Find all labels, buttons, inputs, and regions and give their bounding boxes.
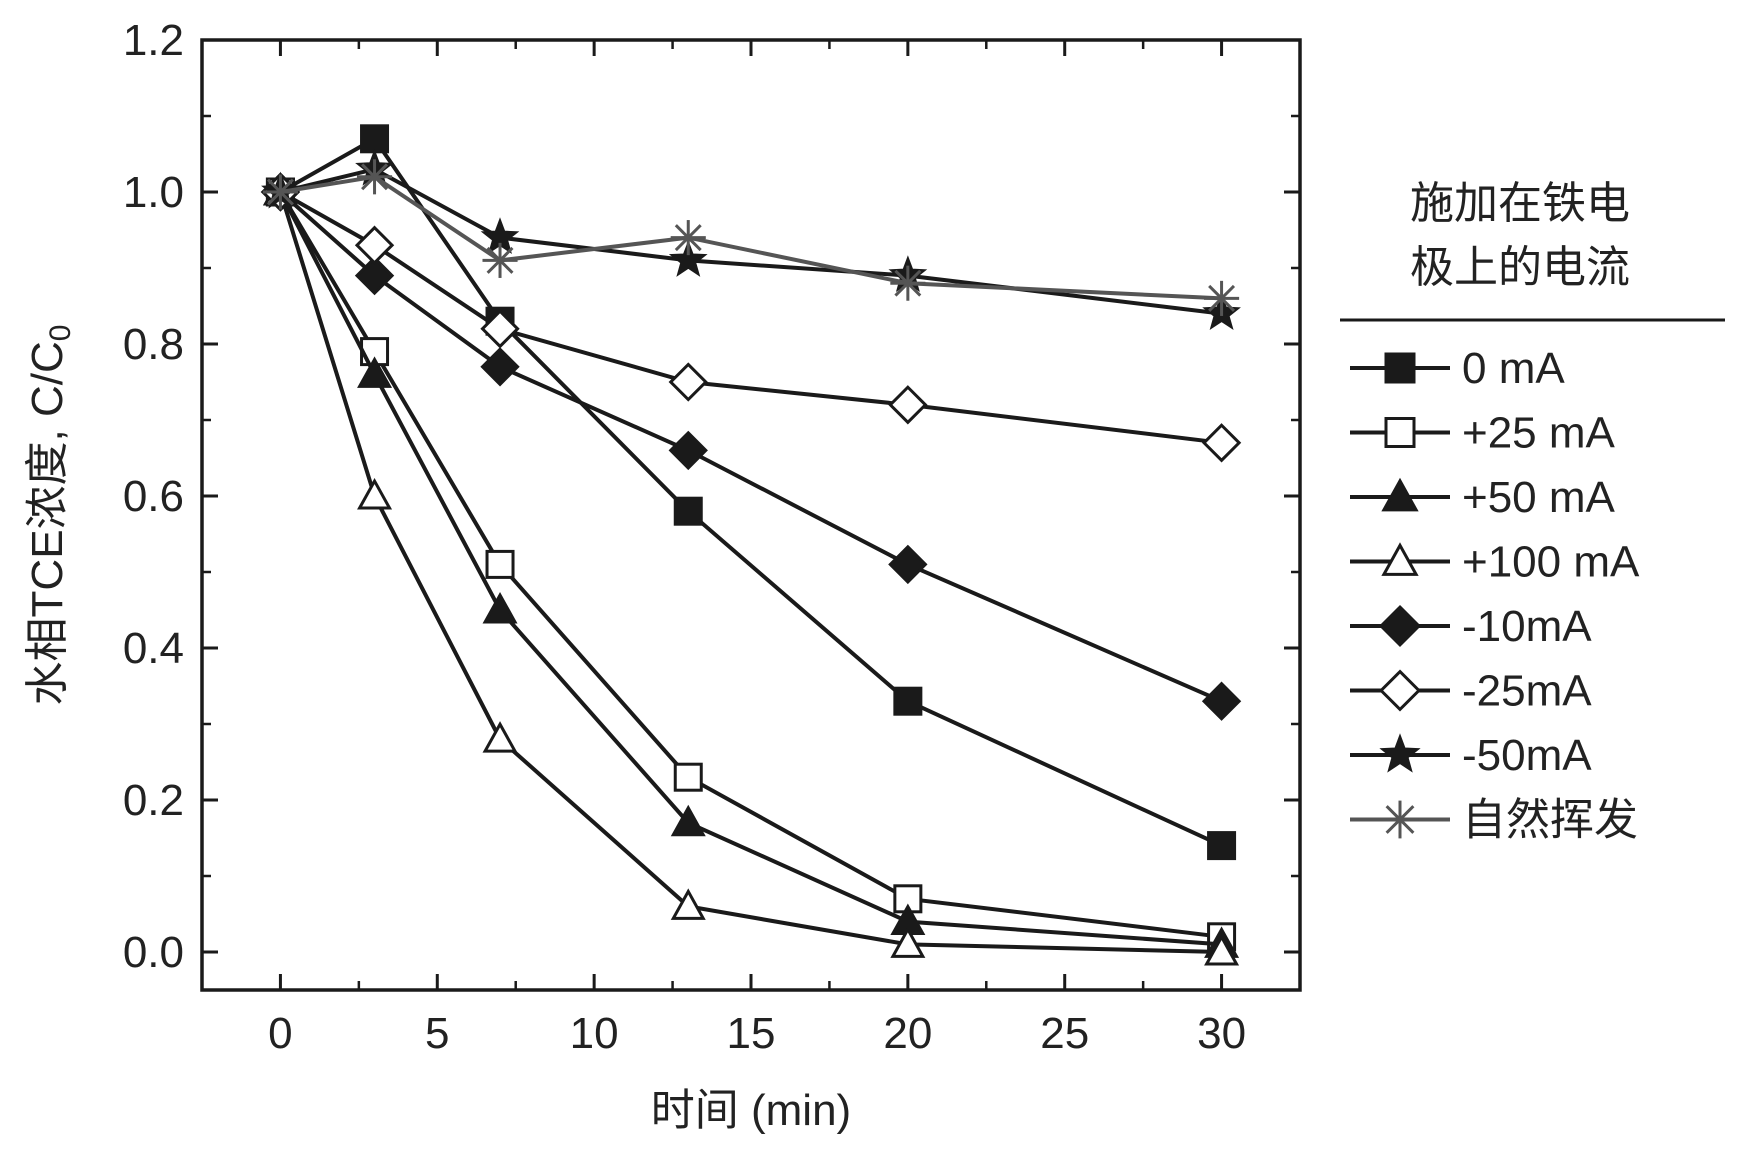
y-tick-label: 0.8	[123, 320, 184, 369]
x-tick-label: 0	[268, 1009, 292, 1058]
series-4	[263, 174, 1239, 718]
legend-item: 0 mA	[1350, 344, 1565, 393]
x-tick-label: 25	[1040, 1009, 1089, 1058]
series-line	[280, 192, 1221, 443]
series-3	[265, 177, 1236, 964]
series-5	[263, 174, 1239, 460]
data-point	[675, 498, 701, 524]
legend-label: -10mA	[1462, 602, 1592, 651]
data-point	[1209, 833, 1235, 859]
y-axis-title-subscript: 0	[44, 325, 77, 342]
data-point	[675, 764, 701, 790]
legend-label: +50 mA	[1462, 473, 1616, 522]
data-point	[671, 364, 706, 399]
data-point	[263, 174, 298, 209]
series-0	[267, 126, 1234, 859]
legend-items: 0 mA +25 mA +50 mA +100 mA -10mA -25mA -50mA 自然…	[1350, 344, 1640, 845]
x-tick-label: 30	[1197, 1009, 1246, 1058]
y-tick-label: 0.6	[123, 472, 184, 521]
legend: 施加在铁电 极上的电流 0 mA +25 mA +50 mA +100 mA -10mA…	[1340, 179, 1725, 845]
data-point	[362, 126, 388, 152]
legend-item: -10mA	[1350, 602, 1592, 651]
legend-marker	[1381, 801, 1419, 839]
legend-title-line-1: 施加在铁电	[1410, 179, 1630, 228]
data-point	[482, 243, 517, 278]
series-line	[280, 192, 1221, 952]
data-point	[671, 433, 706, 468]
data-point	[485, 595, 515, 622]
data-point	[671, 220, 706, 255]
legend-label: +100 mA	[1462, 538, 1640, 587]
data-point	[1204, 281, 1239, 316]
data-point	[357, 228, 392, 263]
line-chart: 0 5 10 15 20 25 30 0.0 0.2 0.4 0.6 0.8 1.0 1.2 时间 (mi…	[0, 0, 1753, 1169]
x-axis-title: 时间 (min)	[651, 1086, 851, 1135]
series-line	[280, 139, 1221, 846]
legend-label: 0 mA	[1462, 344, 1565, 393]
data-point	[890, 547, 925, 582]
y-axis-title: 水相TCE浓度, C/C0	[23, 325, 77, 706]
legend-item: -25mA	[1350, 667, 1592, 716]
y-tick-label: 0.0	[123, 928, 184, 977]
legend-label: -50mA	[1462, 731, 1592, 780]
series-line	[280, 192, 1221, 944]
legend-title-line-2: 极上的电流	[1410, 243, 1630, 292]
data-point	[1204, 684, 1239, 719]
y-tick-label: 0.4	[123, 624, 184, 673]
data-point	[487, 551, 513, 577]
y-tick-label: 0.2	[123, 776, 184, 825]
legend-marker	[1381, 607, 1419, 645]
x-tick-label: 15	[727, 1009, 776, 1058]
legend-item: -50mA	[1350, 731, 1592, 780]
x-tick-label: 20	[883, 1009, 932, 1058]
legend-marker	[1381, 672, 1419, 710]
legend-item: +100 mA	[1350, 538, 1640, 587]
legend-marker	[1386, 354, 1414, 382]
x-tick-label: 5	[425, 1009, 449, 1058]
data-point	[890, 387, 925, 422]
data-point	[357, 159, 392, 194]
legend-item: +50 mA	[1350, 473, 1616, 522]
legend-label: +25 mA	[1462, 409, 1616, 458]
legend-label: -25mA	[1462, 667, 1592, 716]
series-7	[263, 159, 1239, 316]
data-point	[485, 724, 515, 751]
legend-label: 自然挥发	[1462, 796, 1638, 845]
legend-marker	[1381, 735, 1418, 771]
chart-container: 0 5 10 15 20 25 30 0.0 0.2 0.4 0.6 0.8 1.0 1.2 时间 (mi…	[0, 0, 1753, 1169]
x-tick-label: 10	[570, 1009, 619, 1058]
legend-item: 自然挥发	[1350, 796, 1638, 845]
series-layer	[263, 126, 1239, 964]
legend-marker	[1386, 419, 1414, 447]
series-line	[280, 192, 1221, 701]
legend-item: +25 mA	[1350, 409, 1616, 458]
y-tick-label: 1.2	[123, 16, 184, 65]
data-point	[360, 481, 390, 508]
y-tick-label: 1.0	[123, 168, 184, 217]
data-point	[1204, 425, 1239, 460]
data-point	[890, 266, 925, 301]
data-point	[482, 349, 517, 384]
y-axis-title-main: 水相TCE浓度, C/C	[23, 341, 72, 705]
data-point	[895, 688, 921, 714]
